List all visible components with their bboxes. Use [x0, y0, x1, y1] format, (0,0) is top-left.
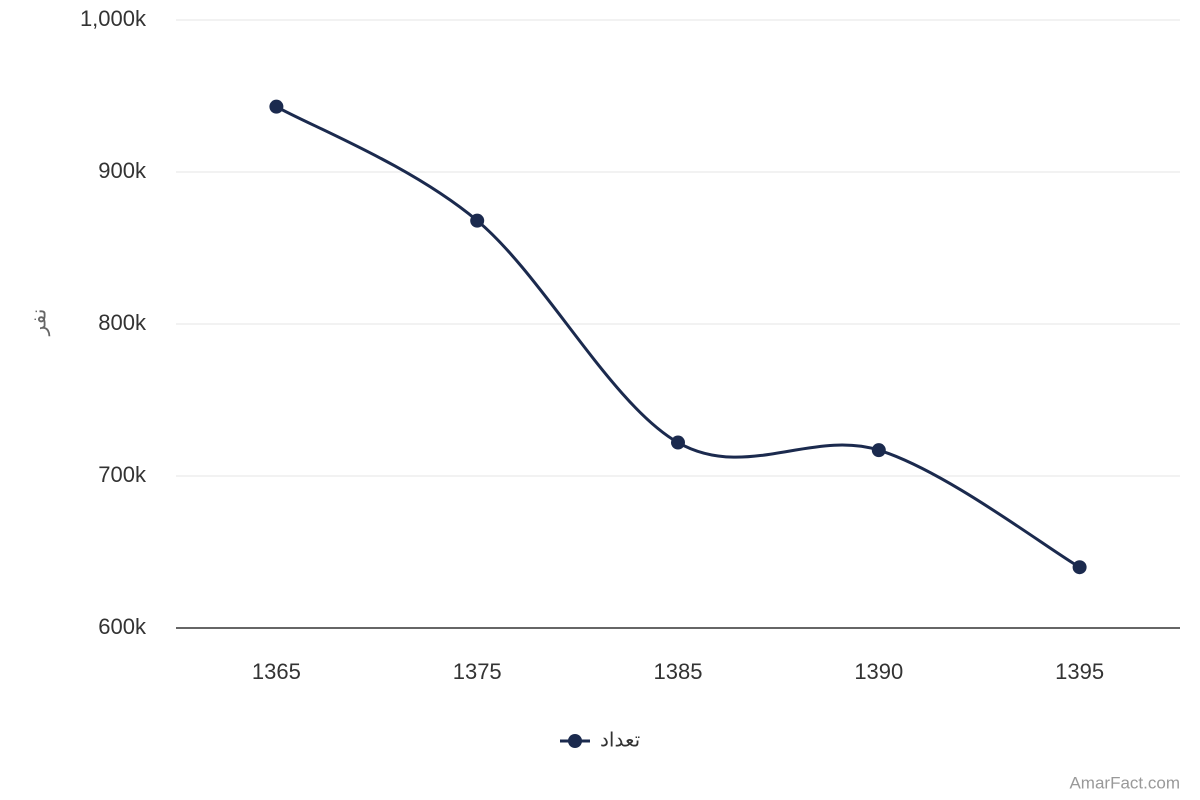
legend-label: تعداد — [600, 729, 640, 751]
x-tick-label: 1365 — [252, 659, 301, 684]
legend-marker — [568, 734, 582, 748]
y-axis-label: نفر — [28, 309, 50, 337]
point — [269, 99, 284, 114]
point — [671, 435, 685, 450]
point — [1072, 560, 1087, 575]
credit: AmarFact.com — [1069, 773, 1180, 792]
series-line — [275, 105, 1081, 569]
x-tick-label: 1385 — [654, 659, 703, 684]
y-tick-label: 800k — [98, 310, 147, 335]
point — [871, 443, 886, 458]
point — [470, 213, 485, 228]
y-tick-label: 700k — [98, 462, 147, 487]
x-tick-label: 1390 — [854, 659, 903, 684]
y-tick-label: 600k — [98, 614, 147, 639]
x-tick-label: 1375 — [453, 659, 502, 684]
x-tick-label: 1395 — [1055, 659, 1104, 684]
y-tick-label: 1,000k — [80, 6, 147, 31]
y-tick-label: 900k — [98, 158, 147, 183]
